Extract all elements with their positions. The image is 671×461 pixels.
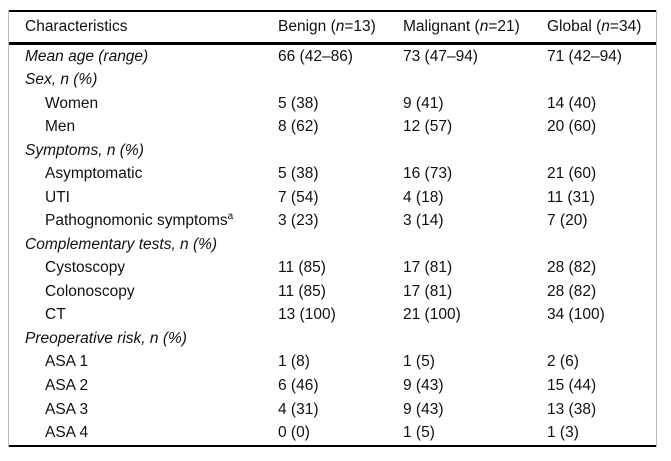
cell-value: 6 (46) — [278, 377, 319, 394]
cell-value: 16 (73) — [403, 165, 453, 183]
row-label: Men — [45, 118, 76, 136]
cell-value — [278, 139, 403, 163]
table-header-row: Characteristics Benign (n=13) Malignant … — [9, 10, 656, 45]
table-row-risk-section: Preoperative risk, n (%) — [9, 327, 656, 351]
column-header-global: Global (n=34) — [547, 10, 656, 45]
cell-value — [278, 233, 403, 257]
cell-value — [547, 233, 656, 257]
cell-value: 1 (8) — [278, 353, 310, 371]
cell-value: 71 (42–94) — [547, 47, 622, 65]
cell-value: 20 (60) — [547, 118, 597, 136]
row-label: Cystoscopy — [45, 259, 126, 277]
cell-value: 1 (5) — [403, 353, 435, 371]
cell-value: 14 (40) — [547, 94, 597, 112]
cell-value: 11 (31) — [547, 188, 595, 206]
cell-value: 28 (82) — [547, 259, 597, 277]
cell-value: 4 (18) — [403, 188, 444, 206]
table-row-tests-section: Complementary tests, n (%) — [9, 233, 656, 257]
column-header-benign: Benign (n=13) — [278, 10, 403, 45]
cell-value: 2 (6) — [547, 353, 579, 371]
cell-value: 5 (38) — [278, 94, 319, 112]
table-row-asa1: ASA 1 1 (8) 1 (5) 2 (6) — [9, 351, 656, 375]
cell-value: 28 (82) — [547, 282, 597, 300]
cell-value: 17 (81) — [403, 259, 453, 277]
row-label: Asymptomatic — [45, 165, 143, 183]
cell-value — [278, 69, 403, 93]
cell-value: 66 (42–86) — [278, 47, 353, 65]
footnote-marker: a — [227, 211, 234, 223]
column-header-characteristics: Characteristics — [9, 10, 278, 45]
cell-value: 7 (20) — [547, 212, 588, 230]
cell-value: 7 (54) — [278, 188, 319, 206]
table-row-ct: CT 13 (100) 21 (100) 34 (100) — [9, 304, 656, 328]
table-row-mean-age: Mean age (range) 66 (42–86) 73 (47–94) 7… — [9, 44, 656, 69]
cell-value: 21 (60) — [547, 165, 597, 183]
column-header-malignant: Malignant (n=21) — [403, 10, 547, 45]
cell-value: 12 (57) — [403, 118, 453, 136]
cell-value: 3 (14) — [403, 212, 444, 230]
table-row-men: Men 8 (62) 12 (57) 20 (60) — [9, 116, 656, 140]
cell-value — [403, 139, 547, 163]
row-label: Symptoms, n (%) — [25, 141, 144, 159]
table-row-pathognomonic: Pathognomonic symptomsa 3 (23) 3 (14) 7 … — [9, 210, 656, 234]
table-row-colonoscopy: Colonoscopy 11 (85) 17 (81) 28 (82) — [9, 280, 656, 304]
cell-value: 9 (41) — [403, 94, 444, 112]
table-row-asa3: ASA 3 4 (31) 9 (43) 13 (38) — [9, 398, 656, 422]
cell-value — [547, 139, 656, 163]
cell-value — [403, 327, 547, 351]
cell-value: 11 (85) — [278, 259, 326, 277]
cell-value: 0 (0) — [278, 421, 403, 447]
cell-value: 9 (43) — [403, 400, 444, 418]
characteristics-table: Characteristics Benign (n=13) Malignant … — [9, 10, 656, 447]
cell-value: 8 (62) — [278, 118, 319, 136]
cell-value: 13 (38) — [547, 400, 597, 418]
cell-value: 1 (5) — [403, 421, 547, 447]
cell-value: 15 (44) — [547, 377, 597, 394]
cell-value: 9 (43) — [403, 377, 444, 394]
row-label: Preoperative risk, n (%) — [25, 329, 187, 347]
row-label: ASA 2 — [45, 377, 89, 394]
row-label: Colonoscopy — [45, 282, 135, 300]
table-row-asymptomatic: Asymptomatic 5 (38) 16 (73) 21 (60) — [9, 163, 656, 187]
cell-value — [278, 327, 403, 351]
cell-value: 5 (38) — [278, 165, 319, 183]
table-row-symptoms-section: Symptoms, n (%) — [9, 139, 656, 163]
cell-value — [547, 327, 656, 351]
row-label: UTI — [45, 188, 70, 206]
cell-value — [403, 233, 547, 257]
row-label: CT — [45, 306, 66, 324]
characteristics-table-frame: Characteristics Benign (n=13) Malignant … — [8, 10, 657, 447]
row-label: Mean age (range) — [25, 47, 149, 65]
cell-value: 21 (100) — [403, 306, 461, 324]
cell-value: 13 (100) — [278, 306, 336, 324]
cell-value: 11 (85) — [278, 282, 326, 300]
table-row-asa2: ASA 2 6 (46) 9 (43) 15 (44) — [9, 374, 656, 398]
row-label: Women — [45, 94, 99, 112]
row-label: Sex, n (%) — [25, 71, 98, 89]
cell-value — [547, 69, 656, 93]
table-row-sex-section: Sex, n (%) — [9, 69, 656, 93]
cell-value: 4 (31) — [278, 400, 319, 418]
cell-value — [403, 69, 547, 93]
table-row-women: Women 5 (38) 9 (41) 14 (40) — [9, 92, 656, 116]
row-label: ASA 3 — [45, 400, 89, 418]
row-label: Pathognomonic symptoms — [45, 212, 228, 230]
row-label: ASA 1 — [45, 353, 89, 371]
cell-value: 34 (100) — [547, 306, 605, 324]
cell-value: 17 (81) — [403, 282, 453, 300]
cell-value: 1 (3) — [547, 421, 656, 447]
cell-value: 3 (23) — [278, 212, 319, 230]
table-row-uti: UTI 7 (54) 4 (18) 11 (31) — [9, 186, 656, 210]
row-label: ASA 4 — [9, 421, 278, 447]
cell-value: 73 (47–94) — [403, 47, 478, 65]
row-label: Complementary tests, n (%) — [25, 235, 218, 253]
table-row-asa4: ASA 4 0 (0) 1 (5) 1 (3) — [9, 421, 656, 447]
table-row-cystoscopy: Cystoscopy 11 (85) 17 (81) 28 (82) — [9, 257, 656, 281]
